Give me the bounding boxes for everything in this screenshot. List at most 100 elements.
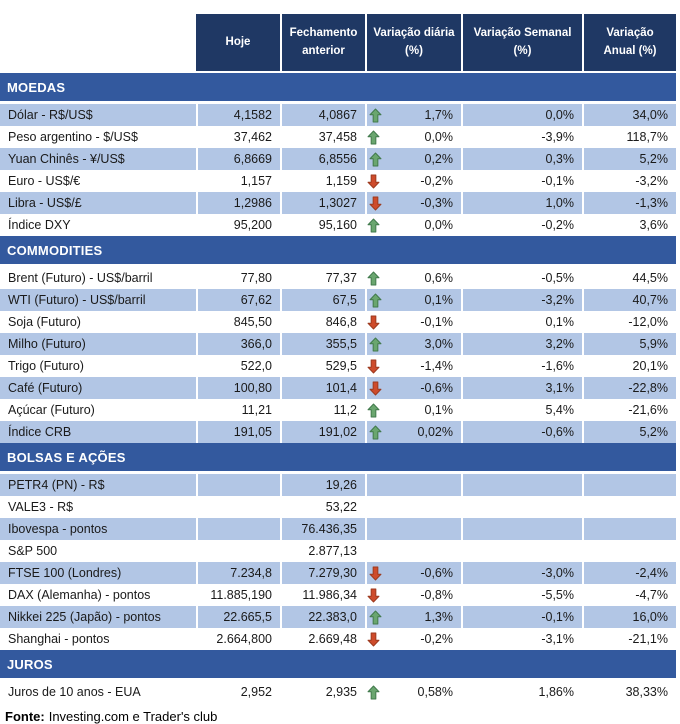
source-label: Fonte: [5,709,45,724]
cell-hoje: 4,1582 [196,104,280,126]
cell-hoje: 67,62 [196,289,280,311]
cell-prev-close: 53,22 [280,496,365,518]
cell-daily-var [365,518,461,540]
cell-label: Euro - US$/€ [0,170,196,192]
cell-weekly-var: -0,5% [461,267,582,289]
cell-label: S&P 500 [0,540,196,562]
cell-daily-var: 0,6% [365,267,461,289]
column-header-variacao-anual: Variação Anual (%) [582,14,676,73]
cell-label: PETR4 (PN) - R$ [0,474,196,496]
cell-weekly-var: 0,1% [461,311,582,333]
down-arrow-icon [367,358,381,374]
table-row: Milho (Futuro) 366,0 355,5 3,0% 3,2% 5,9% [0,333,676,355]
table-row: Açúcar (Futuro) 11,21 11,2 0,1% 5,4% -21,6% [0,399,676,421]
cell-weekly-var [461,540,582,562]
column-header-fechamento-anterior: Fechamento anterior [280,14,365,73]
down-arrow-icon [369,195,383,211]
table-row: Juros de 10 anos - EUA 2,952 2,935 0,58% 1,8… [0,681,676,703]
cell-annual-var: -21,1% [582,628,676,650]
up-arrow-icon [369,609,383,625]
daily-var-value: 0,1% [424,403,454,417]
cell-daily-var: -0,8% [365,584,461,606]
cell-weekly-var: 0,0% [461,104,582,126]
cell-prev-close: 191,02 [280,421,365,443]
up-arrow-icon [367,402,381,418]
cell-weekly-var [461,518,582,540]
daily-var-value: -0,8% [420,588,453,602]
cell-prev-close: 11,2 [280,399,365,421]
cell-label: Açúcar (Futuro) [0,399,196,421]
table-row: Yuan Chinês - ¥/US$ 6,8669 6,8556 0,2% 0,3% 5… [0,148,676,170]
cell-daily-var [365,540,461,562]
cell-annual-var: 3,6% [582,214,676,236]
daily-var-value: 0,58% [417,685,453,699]
table-row: Brent (Futuro) - US$/barril 77,80 77,37 0,6… [0,267,676,289]
cell-hoje: 1,157 [196,170,280,192]
cell-annual-var: 16,0% [582,606,676,628]
cell-label: DAX (Alemanha) - pontos [0,584,196,606]
daily-var-value: 0,2% [424,152,454,166]
cell-hoje: 845,50 [196,311,280,333]
daily-var-value: 0,6% [424,271,454,285]
cell-label: Soja (Futuro) [0,311,196,333]
cell-prev-close: 37,458 [280,126,365,148]
cell-prev-close: 4,0867 [280,104,365,126]
table-row: Libra - US$/£ 1,2986 1,3027 -0,3% 1,0% -1,3% [0,192,676,214]
cell-label: WTI (Futuro) - US$/barril [0,289,196,311]
cell-weekly-var: -0,2% [461,214,582,236]
table-row: Índice CRB 191,05 191,02 0,02% -0,6% 5,2% [0,421,676,443]
cell-prev-close: 2.877,13 [280,540,365,562]
down-arrow-icon [367,314,381,330]
cell-annual-var [582,518,676,540]
cell-prev-close: 95,160 [280,214,365,236]
cell-prev-close: 101,4 [280,377,365,399]
cell-weekly-var: 1,86% [461,681,582,703]
cell-label: Índice DXY [0,214,196,236]
down-arrow-icon [369,565,383,581]
cell-label: VALE3 - R$ [0,496,196,518]
no-arrow [369,521,383,537]
cell-daily-var: -0,6% [365,377,461,399]
table-row: FTSE 100 (Londres) 7.234,8 7.279,30 -0,6% -3… [0,562,676,584]
cell-hoje: 95,200 [196,214,280,236]
cell-label: FTSE 100 (Londres) [0,562,196,584]
section-row: BOLSAS E AÇÕES [0,443,676,474]
cell-hoje: 1,2986 [196,192,280,214]
cell-weekly-var: -0,1% [461,170,582,192]
down-arrow-icon [367,173,381,189]
cell-hoje: 6,8669 [196,148,280,170]
daily-var-value: 1,7% [424,108,454,122]
cell-weekly-var [461,496,582,518]
daily-var-value: -0,3% [420,196,453,210]
cell-daily-var: -0,1% [365,311,461,333]
section-header-commodities: COMMODITIES [0,236,676,267]
cell-hoje [196,474,280,496]
cell-annual-var: 40,7% [582,289,676,311]
cell-prev-close: 67,5 [280,289,365,311]
cell-weekly-var [461,474,582,496]
cell-annual-var: 5,9% [582,333,676,355]
table-row: WTI (Futuro) - US$/barril 67,62 67,5 0,1% -3… [0,289,676,311]
cell-annual-var: 5,2% [582,148,676,170]
source-text: Investing.com e Trader's club [48,709,218,724]
cell-annual-var: 20,1% [582,355,676,377]
daily-var-value: -0,6% [420,381,453,395]
cell-weekly-var: -3,9% [461,126,582,148]
cell-daily-var: 3,0% [365,333,461,355]
column-header-variacao-semanal: Variação Semanal (%) [461,14,582,73]
cell-prev-close: 11.986,34 [280,584,365,606]
up-arrow-icon [367,270,381,286]
up-arrow-icon [369,292,383,308]
cell-daily-var: 0,1% [365,399,461,421]
daily-var-value: 0,02% [417,425,453,439]
daily-var-value: 0,1% [424,293,454,307]
cell-annual-var: 118,7% [582,126,676,148]
cell-daily-var: -0,2% [365,170,461,192]
cell-weekly-var: -3,1% [461,628,582,650]
cell-daily-var: 0,58% [365,681,461,703]
cell-prev-close: 2.669,48 [280,628,365,650]
cell-prev-close: 1,3027 [280,192,365,214]
cell-prev-close: 846,8 [280,311,365,333]
cell-annual-var [582,496,676,518]
down-arrow-icon [369,380,383,396]
